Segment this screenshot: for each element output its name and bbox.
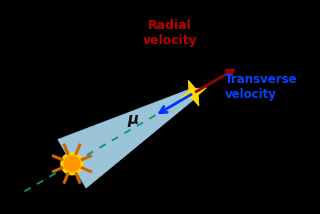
- Circle shape: [64, 156, 80, 172]
- Text: Radial
velocity: Radial velocity: [143, 19, 197, 47]
- Circle shape: [61, 153, 83, 175]
- Text: Transverse
velocity: Transverse velocity: [225, 73, 298, 101]
- Text: μ: μ: [127, 112, 139, 127]
- Polygon shape: [58, 89, 196, 188]
- Polygon shape: [181, 80, 206, 106]
